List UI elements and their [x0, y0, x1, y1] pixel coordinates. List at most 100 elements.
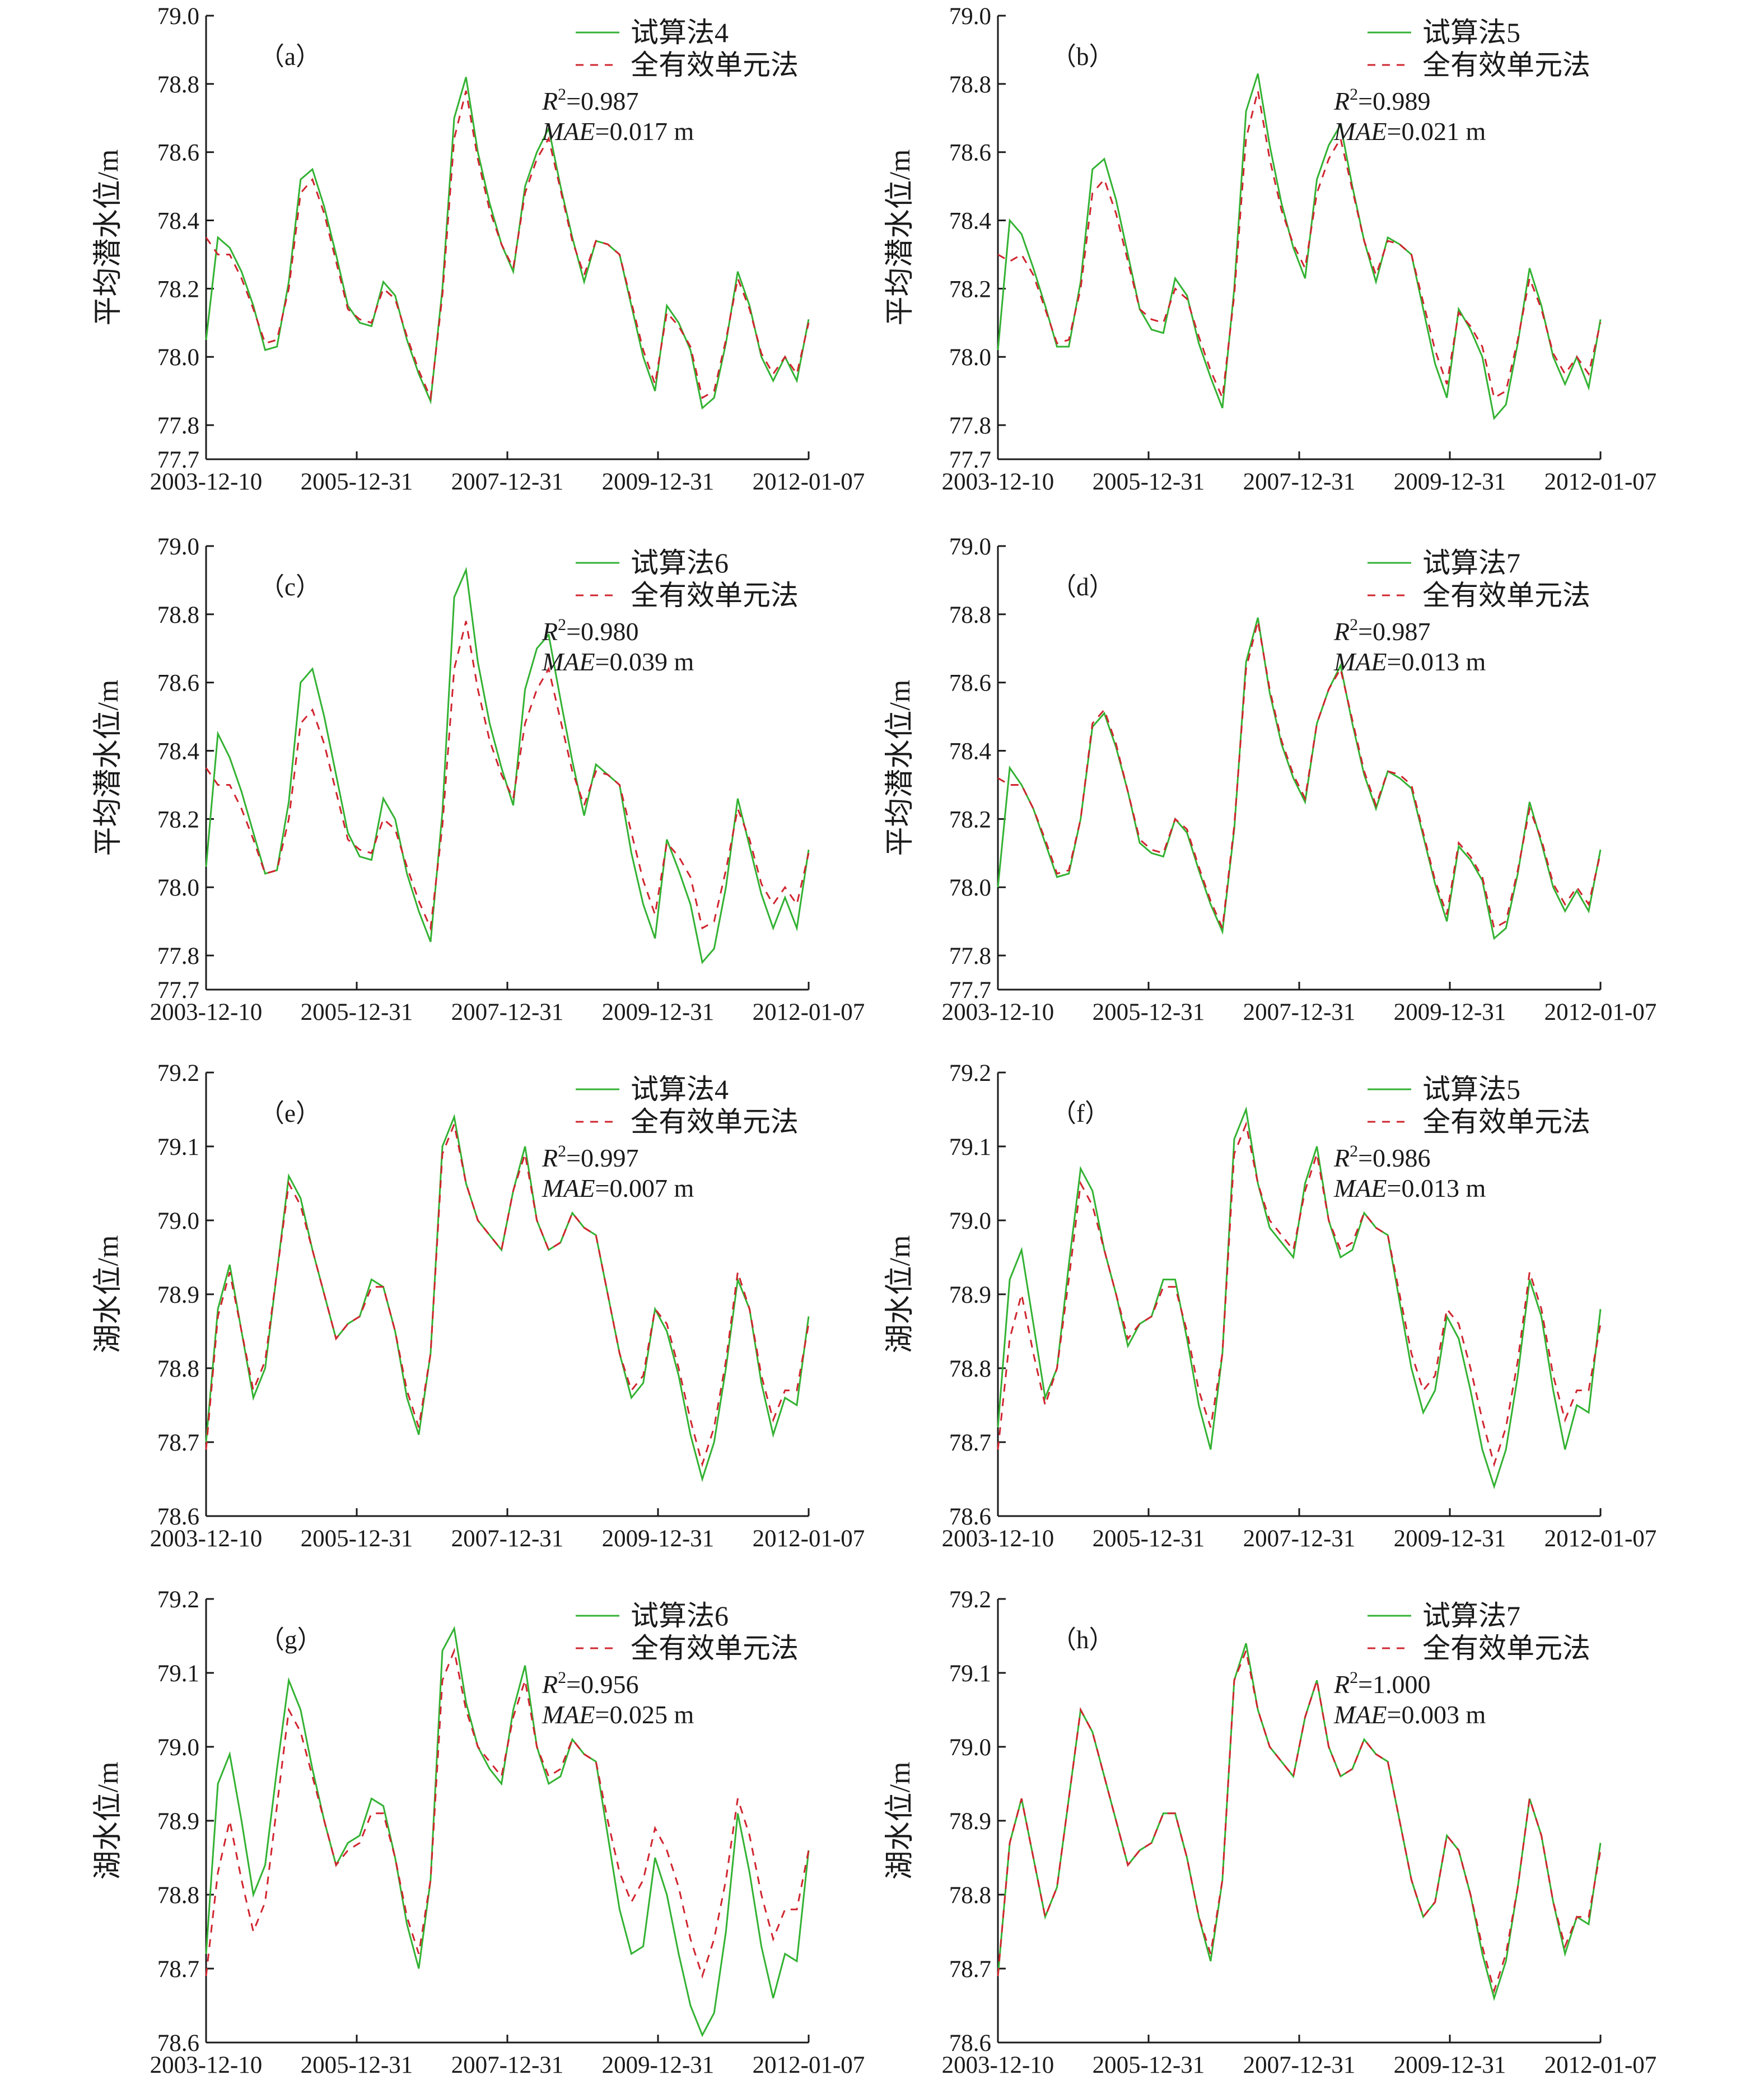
y-tick-label: 79.0: [949, 1208, 991, 1234]
x-tick-label: 2009-12-31: [602, 469, 715, 495]
trial-method-line: [997, 73, 1602, 421]
y-tick-label: 79.1: [949, 1134, 991, 1160]
x-tick-label: 2005-12-31: [1093, 2052, 1205, 2078]
y-tick-label: 78.7: [949, 1430, 991, 1456]
mae-symbol: MAE: [1333, 647, 1387, 676]
y-tick-label: 78.8: [949, 1356, 991, 1382]
trial-method-line: [997, 1643, 1602, 2002]
mae-symbol: MAE: [1333, 1174, 1387, 1202]
x-tick-label: 2009-12-31: [1394, 2052, 1506, 2078]
trial-method-line: [205, 77, 810, 410]
mae-symbol: MAE: [542, 1700, 595, 1729]
y-tick-label: 78.0: [157, 344, 199, 371]
r2-superscript: 2: [558, 615, 566, 634]
y-tick-label: 78.8: [949, 72, 991, 98]
mae-annotation: MAE=0.013 m: [1333, 647, 1486, 676]
y-tick-label: 79.0: [157, 3, 199, 30]
panel-label: （f）: [1051, 1099, 1110, 1127]
legend-label-reference: 全有效单元法: [631, 1633, 799, 1664]
mae-value: =0.013 m: [1387, 647, 1486, 676]
y-tick-label: 79.0: [157, 1208, 199, 1234]
y-tick-label: 78.6: [157, 140, 199, 166]
legend-label-trial: 试算法5: [1422, 1074, 1520, 1105]
r2-superscript: 2: [1350, 1142, 1358, 1160]
y-tick-label: 78.2: [157, 806, 199, 833]
panel-label: （g）: [259, 1626, 323, 1654]
y-tick-label: 78.8: [157, 1882, 199, 1909]
x-tick-label: 2012-01-07: [753, 469, 865, 495]
y-axis-title: 湖水位/m: [884, 1762, 916, 1880]
r2-annotation: R2=0.987: [542, 85, 639, 115]
mae-annotation: MAE=0.017 m: [542, 117, 694, 146]
y-tick-label: 79.0: [949, 3, 991, 30]
legend-label-reference: 全有效单元法: [631, 1106, 799, 1137]
r2-superscript: 2: [558, 1142, 566, 1160]
x-tick-label: 2007-12-31: [1243, 1526, 1356, 1552]
y-axis-title: 平均潜水位/m: [92, 150, 124, 326]
r2-annotation: R2=1.000: [1333, 1668, 1431, 1699]
x-tick-label: 2005-12-31: [301, 999, 413, 1025]
legend-label-trial: 试算法6: [631, 1600, 729, 1631]
legend-label-reference: 全有效单元法: [631, 580, 799, 611]
y-tick-label: 79.1: [157, 1661, 199, 1687]
panel-b: 77.7 77.8 78.0 78.2 78.4 78.6 78.8 79.0 2003-12-…: [884, 3, 1656, 495]
x-tick-label: 2003-12-10: [150, 2052, 263, 2078]
mae-symbol: MAE: [1333, 1700, 1387, 1729]
r2-symbol: R: [542, 617, 558, 646]
y-tick-label: 78.7: [949, 1956, 991, 1983]
mae-value: =0.025 m: [595, 1700, 694, 1729]
y-tick-label: 79.1: [157, 1134, 199, 1160]
panel-label: （b）: [1051, 43, 1114, 71]
mae-value: =0.039 m: [595, 647, 694, 676]
mae-annotation: MAE=0.025 m: [542, 1700, 694, 1729]
legend-label-reference: 全有效单元法: [1422, 49, 1590, 81]
y-tick-label: 79.0: [157, 1734, 199, 1761]
y-tick-label: 79.2: [157, 1060, 199, 1087]
y-tick-label: 77.7: [949, 977, 991, 1004]
x-tick-label: 2009-12-31: [1394, 1526, 1506, 1552]
r2-symbol: R: [1333, 1144, 1350, 1172]
y-tick-label: 78.6: [949, 2030, 991, 2057]
legend-label-reference: 全有效单元法: [1422, 580, 1590, 611]
y-tick-label: 78.8: [157, 1356, 199, 1382]
trial-method-line: [997, 617, 1602, 940]
r2-superscript: 2: [558, 1668, 566, 1687]
legend-label-trial: 试算法6: [631, 547, 729, 579]
x-tick-label: 2012-01-07: [1544, 2052, 1657, 2078]
mae-annotation: MAE=0.021 m: [1333, 117, 1486, 146]
r2-superscript: 2: [1350, 85, 1358, 104]
r2-superscript: 2: [1350, 1668, 1358, 1687]
x-tick-label: 2007-12-31: [1243, 2052, 1356, 2078]
y-tick-label: 78.9: [157, 1808, 199, 1835]
x-tick-label: 2012-01-07: [1544, 1526, 1657, 1552]
y-axis-title: 湖水位/m: [92, 1762, 124, 1880]
r2-value: =1.000: [1358, 1670, 1430, 1699]
x-tick-label: 2009-12-31: [1394, 469, 1506, 495]
y-tick-label: 77.8: [157, 943, 199, 969]
y-tick-label: 77.7: [949, 447, 991, 473]
all-valid-cell-line: [997, 90, 1602, 402]
legend-label-reference: 全有效单元法: [1422, 1633, 1590, 1664]
mae-annotation: MAE=0.003 m: [1333, 1700, 1486, 1729]
x-tick-label: 2005-12-31: [301, 1526, 413, 1552]
x-tick-label: 2012-01-07: [753, 2052, 865, 2078]
y-axis-title: 湖水位/m: [884, 1235, 916, 1354]
r2-value: =0.987: [566, 87, 638, 115]
r2-annotation: R2=0.997: [542, 1142, 639, 1172]
x-tick-label: 2003-12-10: [942, 999, 1054, 1025]
y-tick-label: 78.0: [949, 875, 991, 901]
r2-value: =0.956: [566, 1670, 638, 1699]
x-tick-label: 2012-01-07: [1544, 469, 1657, 495]
r2-annotation: R2=0.987: [1333, 615, 1431, 646]
legend-label-trial: 试算法7: [1422, 1600, 1520, 1631]
y-tick-label: 78.4: [157, 739, 199, 765]
all-valid-cell-line: [205, 621, 810, 932]
panel-a: 77.7 77.8 78.0 78.2 78.4 78.6 78.8 79.0 2003-12-…: [92, 3, 865, 495]
r2-annotation: R2=0.956: [542, 1668, 639, 1699]
y-tick-label: 79.2: [949, 1587, 991, 1613]
y-axis-title: 湖水位/m: [92, 1235, 124, 1354]
panel-h: 78.6 78.7 78.8 78.9 79.0 79.1 79.2 2003-12-10 20…: [884, 1587, 1656, 2078]
r2-annotation: R2=0.980: [542, 615, 639, 646]
legend-label-trial: 试算法4: [631, 17, 729, 48]
